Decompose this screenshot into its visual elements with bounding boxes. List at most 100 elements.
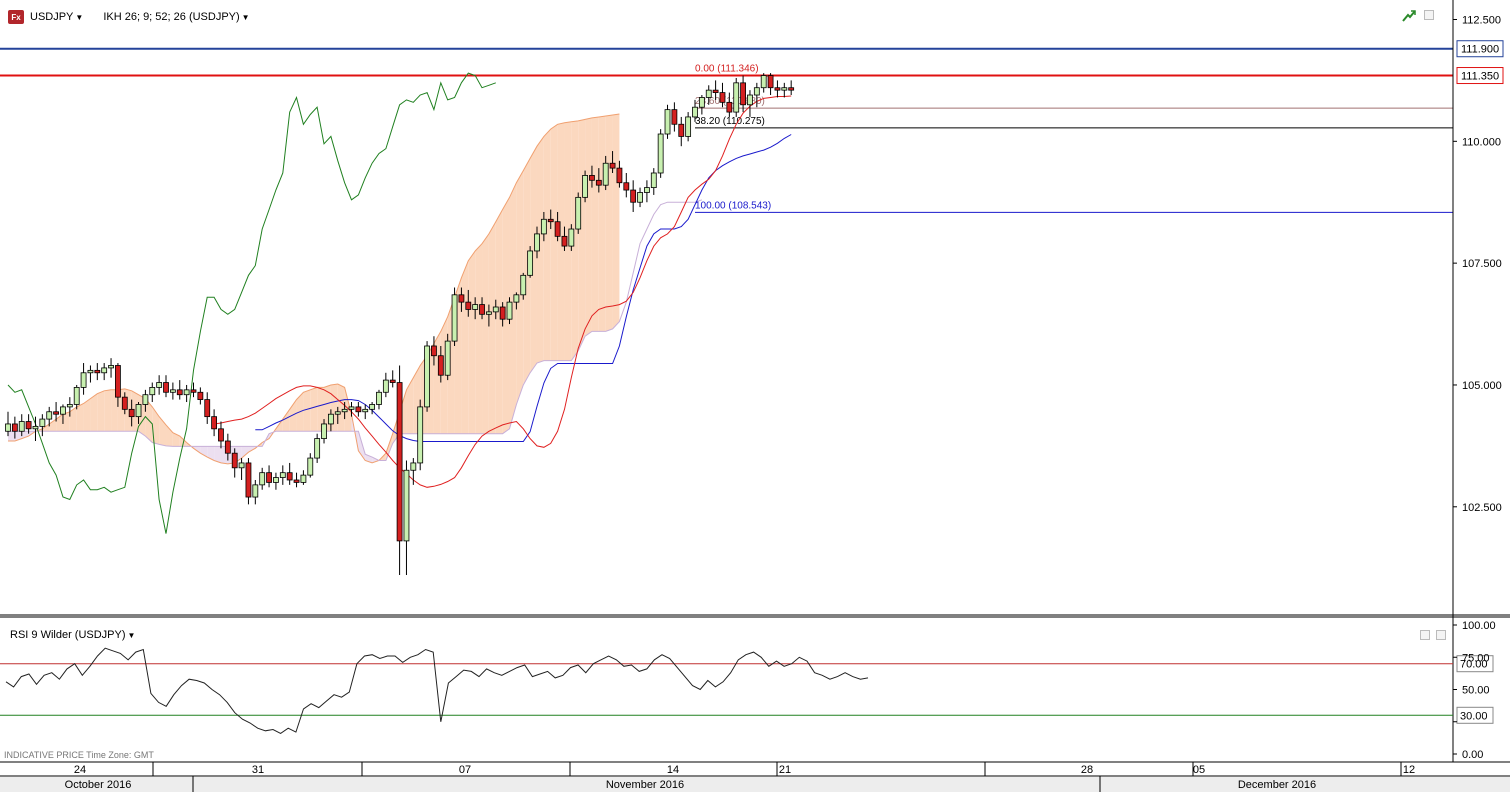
rsi-selector[interactable]: RSI 9 Wilder (USDJPY) ▼ [10, 629, 135, 641]
candle-body [499, 306, 506, 320]
candle-body [589, 175, 595, 181]
cloud-segment [97, 390, 105, 432]
window-icon[interactable] [1436, 630, 1446, 640]
candle-body [94, 369, 101, 374]
candle-body [733, 82, 740, 113]
candles-group [5, 73, 795, 576]
candle-body [740, 82, 746, 106]
candle-body [788, 87, 795, 91]
rsi-tick-label: 50.00 [1462, 685, 1490, 697]
cloud-segment [591, 116, 599, 332]
day-tick-label: 12 [1403, 764, 1415, 776]
candle-body [506, 301, 513, 320]
month-label: December 2016 [1238, 779, 1316, 791]
candle-body [547, 218, 554, 223]
candle-body [300, 474, 307, 483]
rsi-level-label: 30.00 [1460, 710, 1488, 722]
candle-body [252, 484, 259, 498]
candle-body [534, 233, 540, 252]
candle-body [685, 116, 692, 137]
senkou-span-a-line [8, 113, 620, 465]
price-tick-label: 110.000 [1462, 136, 1501, 148]
rsi-line [5, 647, 869, 734]
cloud-segment [495, 209, 503, 434]
cloud-segment [468, 250, 476, 434]
candle-body [465, 301, 472, 310]
cloud-segment [317, 387, 325, 432]
candle-body [678, 123, 685, 137]
cloud-segment [571, 120, 579, 361]
indicator-selector[interactable]: IKH 26; 9; 52; 26 (USDJPY) ▼ [103, 11, 249, 23]
candle-body [348, 406, 355, 410]
candle-body [190, 389, 197, 393]
cloud-segment [488, 221, 496, 434]
candle-body [403, 469, 410, 542]
candle-body [396, 382, 403, 542]
dropdown-caret-icon[interactable]: ▼ [75, 13, 84, 22]
window-icon[interactable] [1420, 630, 1430, 640]
candle-body [753, 87, 760, 96]
dropdown-caret-icon[interactable]: ▼ [127, 631, 136, 640]
candle-body [341, 408, 348, 413]
candle-body [376, 391, 382, 405]
candle-body [767, 75, 774, 89]
window-icon[interactable] [1424, 10, 1434, 20]
month-label: October 2016 [65, 779, 132, 791]
cloud-segment [564, 121, 572, 361]
candle-body [382, 379, 389, 393]
candle-body [492, 306, 499, 313]
cloud-segment [530, 146, 537, 373]
fib-level-label: 38.20 (110.275) [695, 116, 765, 127]
candle-body [595, 179, 602, 186]
cloud-segment [598, 115, 606, 332]
cloud-segment [76, 403, 84, 432]
cloud-segment [83, 398, 91, 432]
cloud-segment [62, 411, 70, 432]
candle-body [726, 101, 733, 113]
rsi-tick-label: 75.00 [1462, 652, 1490, 664]
symbol-selector[interactable]: USDJPY ▼ [30, 11, 83, 23]
cloud-segment [200, 446, 208, 458]
candle-body [712, 89, 719, 93]
cloud-segment [605, 115, 613, 332]
day-tick-label: 28 [1081, 764, 1093, 776]
cloud-segment [461, 260, 469, 434]
candle-body [245, 462, 252, 498]
candle-body [410, 462, 417, 471]
dropdown-caret-icon[interactable]: ▼ [241, 13, 250, 22]
cloud-segment [14, 431, 22, 442]
candle-body [321, 423, 327, 439]
day-tick-label: 24 [74, 764, 86, 776]
candle-body [582, 175, 588, 198]
candle-body [25, 421, 32, 430]
candle-body [472, 304, 479, 310]
candle-body [760, 75, 767, 89]
cloud-segment [578, 119, 586, 351]
cloud-segment [612, 114, 620, 329]
senkou-span-b-line [8, 199, 703, 461]
tenkan-sen-line [214, 95, 792, 488]
cloud-segment [8, 431, 15, 442]
cloud-segment [406, 377, 414, 434]
candle-body [774, 87, 781, 91]
cloud-segment [344, 387, 352, 432]
day-tick-label: 07 [459, 764, 471, 776]
candle-body [218, 428, 224, 442]
window-controls [1402, 10, 1434, 22]
candle-body [575, 196, 582, 230]
price-badge-box [1456, 40, 1504, 58]
candle-body [259, 472, 266, 486]
candle-body [540, 218, 547, 235]
price-badge-label: 111.900 [1461, 44, 1499, 56]
candle-body [128, 408, 135, 418]
candle-body [692, 106, 698, 118]
candle-body [169, 389, 176, 393]
candle-body [362, 408, 369, 413]
candle-body [747, 94, 753, 106]
candle-body [293, 479, 300, 483]
price-badge-label: 111.350 [1461, 71, 1499, 83]
cloud-segment [585, 117, 592, 337]
trend-up-icon[interactable] [1402, 10, 1416, 22]
cloud-segment [543, 129, 551, 361]
